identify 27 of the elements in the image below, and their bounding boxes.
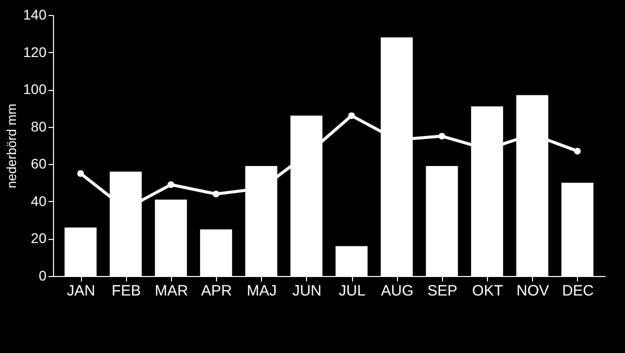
x-tick-label: NOV — [516, 282, 550, 300]
point — [348, 112, 355, 120]
x-tick-label: APR — [201, 282, 232, 300]
point — [77, 170, 84, 177]
y-tick-label: 120 — [23, 44, 47, 60]
x-tick-label: JUL — [338, 282, 366, 300]
x-tick-label: FEB — [112, 282, 141, 300]
x-tick-label: JUN — [292, 282, 322, 300]
y-tick-label: 100 — [23, 81, 47, 98]
point — [168, 181, 174, 188]
point — [574, 148, 581, 154]
y-tick-label: 140 — [23, 6, 47, 22]
point — [438, 132, 446, 140]
x-tick-label: MAR — [154, 282, 188, 300]
y-tick-label: 40 — [30, 192, 47, 209]
x-tick-label: MAJ — [246, 282, 277, 300]
y-tick-label: 80 — [30, 118, 47, 134]
x-tick-label: DEC — [562, 282, 594, 300]
y-tick-label: 60 — [30, 156, 47, 172]
x-tick-label: OKT — [472, 282, 504, 300]
y-tick-label: 20 — [30, 230, 47, 246]
x-tick-label: SEP — [427, 282, 458, 300]
x-tick-label: AUG — [380, 282, 414, 300]
point — [212, 190, 220, 198]
y-axis-title: nederbörd mm — [4, 104, 20, 188]
x-tick-label: JAN — [66, 282, 96, 300]
y-tick-label: 0 — [38, 268, 47, 284]
